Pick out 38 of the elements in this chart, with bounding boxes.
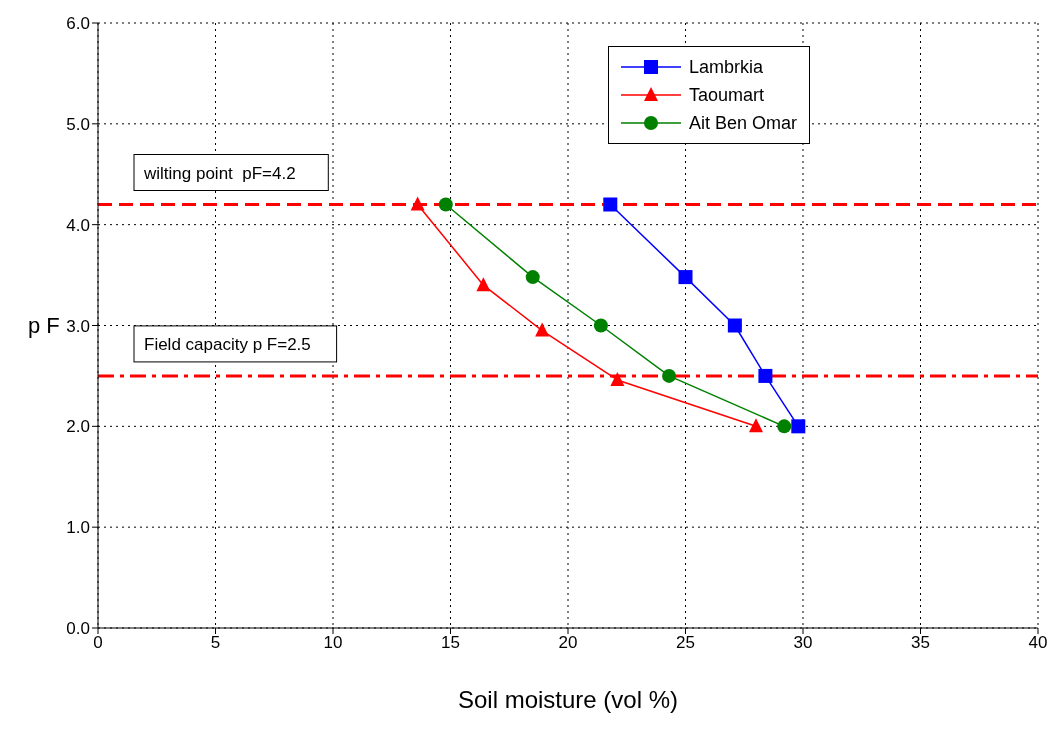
point (662, 368, 677, 383)
ref-line-label: wilting point pF=4.2 (143, 163, 296, 183)
x-tick-label: 25 (676, 633, 695, 653)
x-tick-label: 40 (1028, 633, 1048, 653)
ref-line-label: Field capacity p F=2.5 (144, 334, 311, 354)
point (791, 419, 806, 434)
x-tick-label: 10 (323, 633, 343, 653)
y-axis-title: p F (28, 313, 60, 339)
x-tick-label: 15 (441, 633, 460, 653)
y-tick-label: 3.0 (66, 316, 90, 336)
point (476, 277, 491, 292)
point (438, 197, 453, 212)
legend-label: Ait Ben Omar (689, 112, 798, 134)
y-tick-label: 1.0 (66, 518, 90, 538)
point (535, 322, 550, 337)
x-tick-label: 30 (793, 633, 813, 653)
point (678, 270, 693, 285)
point (758, 368, 773, 383)
point (777, 419, 792, 434)
y-tick-label: 0.0 (66, 619, 90, 639)
y-tick-label: 2.0 (66, 417, 90, 437)
x-tick-label: 0 (93, 633, 103, 653)
x-tick-label: 35 (911, 633, 930, 653)
point (410, 196, 425, 211)
x-tick-label: 5 (210, 633, 221, 653)
legend-label: Lambrkia (689, 56, 764, 78)
point (610, 371, 625, 386)
x-tick-label: 20 (558, 633, 578, 653)
point (727, 318, 742, 333)
y-tick-label: 6.0 (66, 14, 90, 34)
x-axis-title: Soil moisture (vol %) (457, 686, 679, 713)
point (749, 418, 763, 433)
legend-label: Taoumart (689, 84, 765, 106)
point (525, 270, 540, 285)
y-tick-label: 4.0 (66, 215, 90, 235)
point (603, 197, 618, 212)
y-tick-label: 5.0 (66, 114, 90, 134)
point (593, 318, 608, 333)
